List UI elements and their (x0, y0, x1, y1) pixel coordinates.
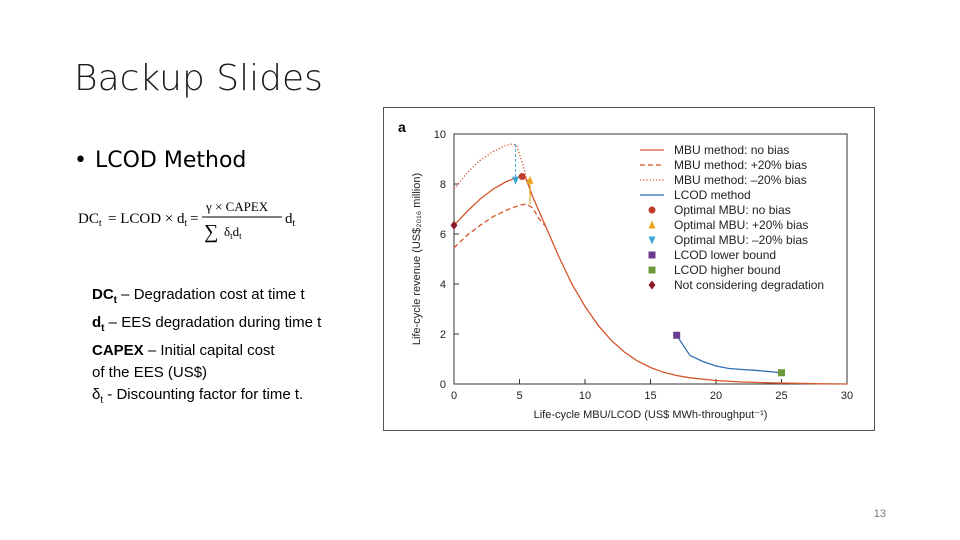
y-tick-label: 0 (440, 379, 446, 391)
x-axis-label: Life-cycle MBU/LCOD (US$ MWh-throughput⁻… (534, 409, 768, 421)
definition-item: δt - Discounting factor for time t. (92, 386, 304, 406)
chart-axes: 0 5 10 15 20 25 30 0 2 4 6 8 10 Life-cycle MBU/LCOD (… (411, 129, 853, 421)
legend-label-8: LCOD higher bound (674, 263, 781, 277)
legend-label-2: MBU method: –20% bias (674, 173, 807, 187)
x-tick-label: 20 (710, 390, 722, 402)
y-axis-label: Life-cycle revenue (US$₂₀₁₆ million) (411, 173, 423, 345)
marker-4 (778, 369, 785, 377)
bullet-lcod-method: • LCOD Method (74, 148, 246, 173)
x-tick-label: 5 (516, 390, 522, 402)
page-number: 13 (873, 508, 886, 520)
x-tick-label: 25 (775, 390, 787, 402)
y-tick-label: 2 (440, 329, 446, 341)
series-line-2 (453, 143, 534, 197)
marker-2 (512, 176, 520, 185)
slide-title: Backup Slides (74, 58, 323, 99)
formula: DCt = LCOD × dt = γ × CAPEX ∑ δtdt dt (78, 199, 296, 243)
figure-chart: a 0 5 10 15 20 25 30 0 2 4 6 8 10 Life-cycle MBU/LCOD… (383, 107, 875, 431)
y-tick-label: 8 (440, 179, 446, 191)
marker-5 (450, 220, 458, 230)
legend-label-5: Optimal MBU: +20% bias (674, 218, 808, 232)
legend-label-7: LCOD lower bound (674, 248, 776, 262)
x-tick-label: 10 (579, 390, 591, 402)
formula-sum-icon: ∑ (204, 221, 218, 243)
legend-swatch-8 (648, 266, 656, 274)
legend-swatch-7 (648, 251, 656, 259)
marker-3 (673, 331, 681, 339)
legend-label-1: MBU method: +20% bias (674, 158, 807, 172)
legend-swatch-4 (648, 206, 656, 214)
chart-plot (450, 143, 848, 385)
marker-0 (518, 173, 526, 180)
marker-1 (526, 175, 534, 184)
legend-swatch-6 (648, 236, 656, 245)
legend-label-0: MBU method: no bias (674, 143, 789, 157)
x-tick-label: 0 (451, 390, 457, 402)
legend-swatch-5 (648, 220, 656, 229)
legend-label-9: Not considering degradation (674, 278, 824, 292)
x-tick-label: 15 (644, 390, 656, 402)
definitions-list: DCt – Degradation cost at time t dt – EE… (92, 284, 321, 412)
y-tick-label: 4 (440, 279, 446, 291)
bullet-text: LCOD Method (94, 148, 247, 173)
series-line-0 (453, 175, 848, 385)
chart-svg: a 0 5 10 15 20 25 30 0 2 4 6 8 10 Life-cycle MBU/LCOD… (398, 119, 853, 421)
series-line-1 (453, 203, 547, 249)
series-line-3 (676, 334, 782, 374)
definition-item: DCt – Degradation cost at time t (92, 286, 305, 306)
formula-eq1: = LCOD × dt (108, 211, 188, 229)
legend-swatch-9 (648, 280, 656, 290)
formula-numerator: γ × CAPEX (205, 199, 269, 214)
legend-label-6: Optimal MBU: –20% bias (674, 233, 808, 247)
x-tick-label: 30 (841, 390, 853, 402)
bullet-dot-icon: • (74, 148, 87, 173)
y-tick-label: 10 (434, 129, 446, 141)
definition-item: dt – EES degradation during time t (92, 314, 322, 334)
formula-rhs: dt (285, 211, 296, 229)
legend-label-3: LCOD method (674, 188, 751, 202)
panel-label: a (398, 119, 406, 135)
definition-item: CAPEX – Initial capital cost (92, 342, 275, 359)
definition-item: of the EES (US$) (92, 364, 208, 381)
formula-denominator: δtdt (224, 224, 242, 241)
legend-label-4: Optimal MBU: no bias (674, 203, 791, 217)
formula-lhs: DCt (78, 211, 102, 229)
y-tick-label: 6 (440, 229, 446, 241)
formula-eq2: = (190, 211, 198, 227)
